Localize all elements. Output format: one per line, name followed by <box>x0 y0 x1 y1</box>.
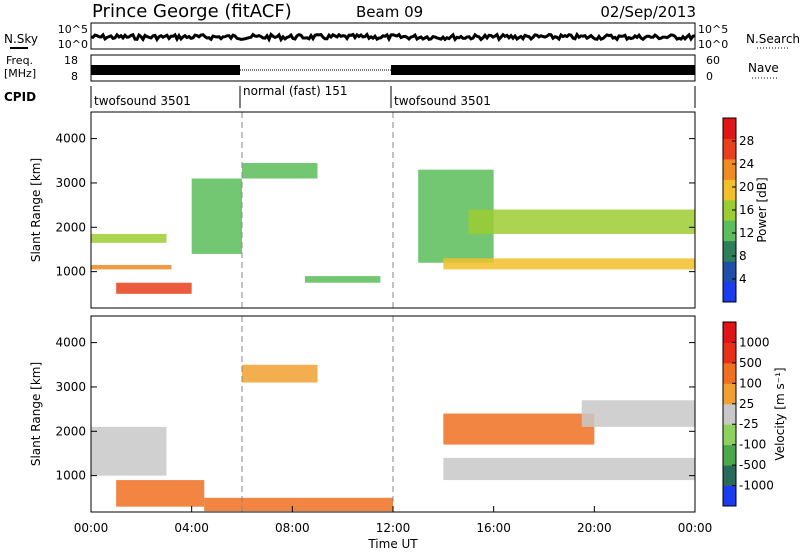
colorbar-swatch <box>723 403 736 425</box>
nave-tick-top: 60 <box>706 54 720 67</box>
cpid-strip: CPID twofsound 3501 normal (fast) 151 tw… <box>4 84 696 108</box>
colorbar-tick-label: 25 <box>739 397 754 411</box>
y-tick-label: 2000 <box>55 424 86 438</box>
echo-band <box>468 209 695 234</box>
nsky-left-tick-bottom: 10^0 <box>58 38 88 51</box>
freq-tick-bottom: 8 <box>71 70 78 83</box>
freq-band-3 <box>391 65 695 75</box>
y-tick-label: 3000 <box>55 176 86 190</box>
colorbar-swatch <box>723 220 736 242</box>
colorbar-tick-label: -25 <box>739 417 759 431</box>
x-tick-label: 00:00 <box>74 521 109 535</box>
colorbar-swatch <box>723 118 736 139</box>
colorbar-swatch <box>723 138 736 160</box>
power-panel: 4000 3000 2000 1000 Slant Range [km] 28 24 20… <box>29 111 769 309</box>
freq-strip: Freq. [MHz] 18 8 60 0 Nave <box>4 54 779 83</box>
y-tick-label: 4000 <box>55 132 86 146</box>
colorbar-frame <box>722 321 737 507</box>
colorbar-swatch <box>723 281 736 303</box>
colorbar-tick-label: 20 <box>739 180 754 194</box>
beam-label: Beam 09 <box>356 3 423 21</box>
echo-band <box>91 426 167 476</box>
nsky-strip: N.Sky 10^5 10^0 10^5 10^0 N.Search <box>4 22 800 51</box>
echo-band <box>204 497 393 512</box>
x-tick-label: 12:00 <box>376 521 411 535</box>
velocity-colorbar-label: Velocity [m s⁻¹] <box>773 367 787 460</box>
colorbar-tick-label: 28 <box>739 134 754 148</box>
echo-band <box>191 178 242 254</box>
nsky-trace <box>90 31 696 43</box>
colorbar-tick-label: -500 <box>739 458 766 472</box>
cpid-segment-1: twofsound 3501 <box>94 94 191 108</box>
x-tick-label: 20:00 <box>577 521 612 535</box>
time-axis-label: Time UT <box>367 537 418 551</box>
velocity-ylabel: Slant Range [km] <box>29 362 43 466</box>
echo-band <box>242 162 318 179</box>
nsky-right-tick-bottom: 10^0 <box>698 38 728 51</box>
colorbar-swatch <box>723 383 736 405</box>
station-title: Prince George (fitACF) <box>92 1 292 22</box>
echo-band <box>581 400 695 427</box>
colorbar-tick-label: 100 <box>739 376 762 390</box>
echo-band <box>91 233 167 243</box>
colorbar-swatch <box>723 465 736 487</box>
colorbar-tick-label: 24 <box>739 157 754 171</box>
echo-band <box>242 364 318 383</box>
echo-band <box>116 480 205 507</box>
x-tick-label: 16:00 <box>476 521 511 535</box>
colorbar-tick-label: 500 <box>739 356 762 370</box>
x-tick-label: 00:00 <box>678 521 713 535</box>
colorbar-swatch <box>723 424 736 446</box>
freq-label: Freq. <box>6 54 33 67</box>
echo-band <box>91 264 172 270</box>
echo-band <box>304 276 381 283</box>
date-label: 02/Sep/2013 <box>600 3 696 21</box>
colorbar-tick-label: -100 <box>739 438 766 452</box>
velocity-panel: 4000 3000 2000 1000 Slant Range [km] 1000 50… <box>29 315 787 551</box>
colorbar-swatch <box>723 240 736 262</box>
y-tick-label: 4000 <box>55 336 86 350</box>
freq-tick-top: 18 <box>64 54 78 67</box>
freq-unit-label: [MHz] <box>4 67 36 80</box>
y-tick-label: 2000 <box>55 220 86 234</box>
colorbar-swatch <box>723 199 736 221</box>
power-colorbar-label: Power [dB] <box>755 177 769 242</box>
colorbar-tick-label: 12 <box>739 226 754 240</box>
colorbar-tick-label: 1000 <box>739 335 770 349</box>
colorbar-tick-label: 4 <box>739 272 747 286</box>
nave-tick-bottom: 0 <box>706 70 713 83</box>
freq-band-1 <box>91 65 240 75</box>
echo-band <box>443 413 595 445</box>
nsearch-label: N.Search <box>746 32 800 46</box>
power-ylabel: Slant Range [km] <box>29 158 43 262</box>
cpid-segment-3: twofsound 3501 <box>394 94 491 108</box>
colorbar-swatch <box>723 444 736 466</box>
colorbar-tick-label: -1000 <box>739 479 774 493</box>
nsky-label: N.Sky <box>4 32 38 46</box>
cpid-segment-2: normal (fast) 151 <box>243 84 347 98</box>
echo-band <box>443 457 695 481</box>
colorbar-swatch <box>723 485 736 507</box>
echo-band <box>443 258 695 270</box>
colorbar-tick-label: 16 <box>739 203 754 217</box>
x-tick-label: 08:00 <box>275 521 310 535</box>
colorbar-swatch <box>723 179 736 201</box>
colorbar-swatch <box>723 342 736 364</box>
colorbar-tick-label: 8 <box>739 249 747 263</box>
y-tick-label: 1000 <box>55 265 86 279</box>
colorbar-swatch <box>723 362 736 384</box>
nsky-left-tick-top: 10^5 <box>58 23 88 36</box>
nave-label: Nave <box>748 61 779 75</box>
y-tick-label: 3000 <box>55 380 86 394</box>
echo-band <box>116 282 192 294</box>
colorbar-swatch <box>723 158 736 180</box>
cpid-label: CPID <box>4 90 36 104</box>
colorbar-swatch <box>723 261 736 283</box>
x-tick-label: 04:00 <box>174 521 209 535</box>
colorbar-swatch <box>723 322 736 343</box>
nsky-right-tick-top: 10^5 <box>698 23 728 36</box>
y-tick-label: 1000 <box>55 469 86 483</box>
